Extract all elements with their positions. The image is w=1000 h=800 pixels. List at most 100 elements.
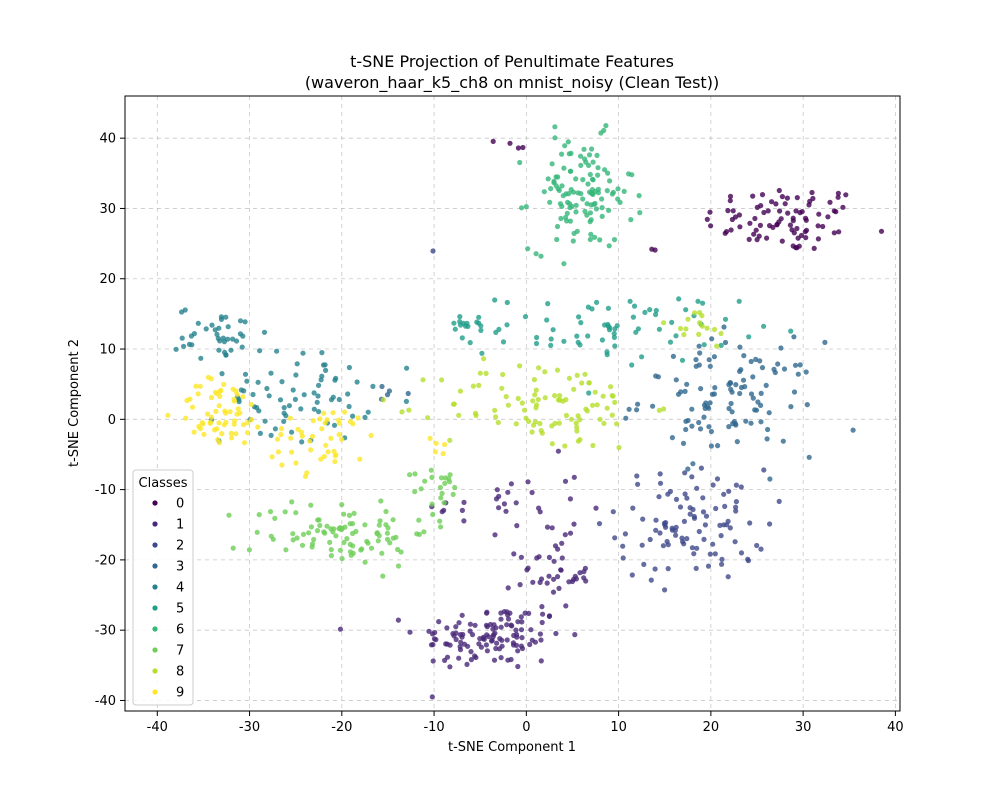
data-point <box>698 465 705 471</box>
data-point <box>541 189 547 195</box>
data-point <box>559 183 565 189</box>
x-tick-label: 0 <box>522 720 530 735</box>
data-point <box>429 474 435 480</box>
data-point <box>616 444 622 451</box>
data-point <box>804 402 810 408</box>
data-point <box>264 385 270 392</box>
data-point <box>457 632 464 638</box>
data-point <box>534 555 540 561</box>
data-point <box>467 340 473 346</box>
data-point <box>689 474 695 480</box>
data-point <box>212 327 218 333</box>
data-point <box>727 525 733 531</box>
data-point <box>639 542 645 548</box>
data-point <box>212 427 218 433</box>
data-point <box>199 420 205 426</box>
data-point <box>412 489 418 495</box>
data-point <box>712 551 718 557</box>
data-point <box>451 633 457 639</box>
data-point <box>683 326 689 332</box>
data-point <box>562 478 569 484</box>
data-point <box>737 390 743 397</box>
data-point <box>680 440 687 446</box>
data-point <box>523 204 529 210</box>
data-point <box>693 565 699 572</box>
data-point <box>222 408 228 414</box>
data-point <box>272 426 278 432</box>
data-point <box>332 458 338 465</box>
data-point <box>354 379 360 385</box>
data-point <box>517 363 523 369</box>
data-point <box>278 426 285 432</box>
data-point <box>183 415 189 421</box>
data-point <box>439 490 445 496</box>
data-point <box>294 361 300 367</box>
data-point <box>780 438 786 444</box>
data-point <box>596 521 603 527</box>
data-point <box>585 181 591 187</box>
data-point <box>529 429 535 435</box>
data-point <box>314 399 320 405</box>
data-point <box>733 499 740 505</box>
data-point <box>685 417 691 424</box>
data-point <box>242 319 248 325</box>
data-point <box>268 432 274 438</box>
data-point <box>710 541 716 547</box>
plot-area-frame <box>124 95 901 712</box>
data-point <box>301 392 307 398</box>
data-point <box>489 638 495 644</box>
data-point <box>439 509 445 515</box>
data-point <box>806 202 812 208</box>
data-point <box>376 522 382 528</box>
data-point <box>722 503 728 509</box>
data-point <box>539 430 545 436</box>
data-point <box>494 640 500 646</box>
data-point <box>792 362 799 368</box>
data-point <box>562 143 568 149</box>
data-point <box>501 501 507 507</box>
data-point <box>563 603 569 609</box>
data-point <box>676 296 682 302</box>
data-point <box>337 626 343 632</box>
data-point <box>586 390 592 396</box>
data-point <box>728 227 734 233</box>
data-point <box>649 246 655 252</box>
data-point <box>231 398 237 404</box>
data-point <box>835 194 841 200</box>
data-point <box>493 329 499 335</box>
data-point <box>669 435 676 441</box>
data-point <box>517 159 523 166</box>
data-point <box>336 396 342 403</box>
data-point <box>549 525 555 531</box>
data-point <box>622 531 629 537</box>
data-point <box>754 542 760 549</box>
data-point <box>230 545 236 551</box>
data-point <box>759 365 766 371</box>
data-point <box>484 648 490 654</box>
data-point <box>457 314 463 320</box>
data-point <box>743 418 749 424</box>
data-point <box>426 628 432 634</box>
data-point <box>384 392 391 398</box>
data-point <box>498 616 504 622</box>
data-point <box>433 440 439 446</box>
data-point <box>667 488 674 495</box>
data-point <box>701 536 707 543</box>
data-point <box>281 410 287 416</box>
data-point <box>436 619 442 625</box>
data-point <box>777 208 783 214</box>
data-point <box>430 658 436 664</box>
data-point <box>540 611 546 617</box>
data-point <box>404 365 410 371</box>
data-point <box>798 232 805 239</box>
data-point <box>776 498 782 504</box>
data-point <box>554 236 560 243</box>
data-point <box>767 521 773 527</box>
data-point <box>555 448 562 454</box>
data-point <box>533 405 539 411</box>
data-point <box>769 199 775 205</box>
data-point <box>555 397 562 403</box>
data-point <box>588 231 594 237</box>
data-point <box>793 208 799 214</box>
series-class-9 <box>165 374 448 479</box>
